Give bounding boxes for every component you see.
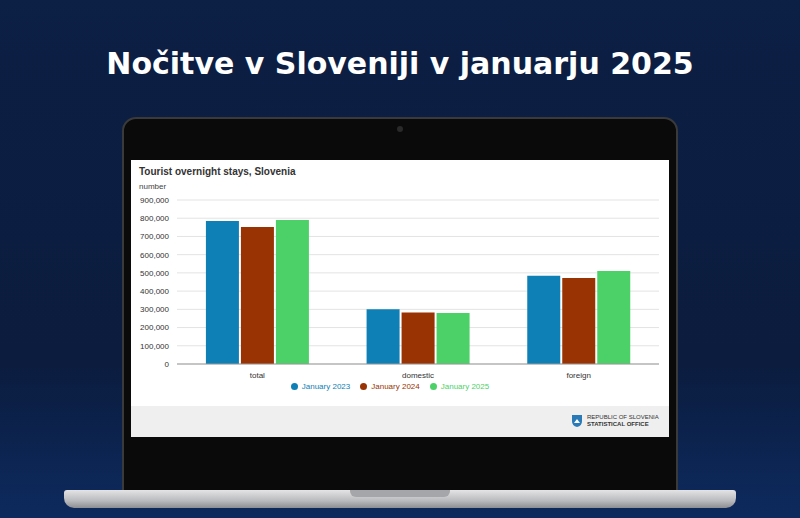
svg-text:total: total	[250, 371, 265, 380]
html-text:number: number	[139, 182, 167, 191]
html-text:REPUBLIC OF SLOVENIA: REPUBLIC OF SLOVENIA	[587, 414, 659, 420]
svg-text:500,000: 500,000	[140, 269, 169, 278]
html-text:January 2025: January 2025	[440, 382, 490, 391]
html-text:January 2024: January 2024	[371, 382, 420, 391]
svg-text:300,000: 300,000	[140, 305, 169, 314]
svg-text:700,000: 700,000	[140, 232, 169, 241]
svg-text:900,000: 900,000	[140, 196, 169, 205]
svg-text:100,000: 100,000	[140, 342, 169, 351]
svg-text:800,000: 800,000	[140, 214, 169, 223]
svg-text:domestic: domestic	[402, 371, 434, 380]
svg-text:200,000: 200,000	[140, 323, 169, 332]
svg-text:0: 0	[165, 360, 170, 369]
html-text:STATISTICAL OFFICE: STATISTICAL OFFICE	[587, 421, 649, 427]
svg-text:400,000: 400,000	[140, 287, 169, 296]
html-text:Nočitve v Sloveniji v januarju: Nočitve v Sloveniji v januarju 2025	[106, 46, 694, 81]
svg-text:600,000: 600,000	[140, 251, 169, 260]
svg-text:foreign: foreign	[566, 371, 590, 380]
html-text:January 2023: January 2023	[301, 382, 351, 391]
html-text:Tourist overnight stays, Slove: Tourist overnight stays, Slovenia	[139, 166, 296, 177]
